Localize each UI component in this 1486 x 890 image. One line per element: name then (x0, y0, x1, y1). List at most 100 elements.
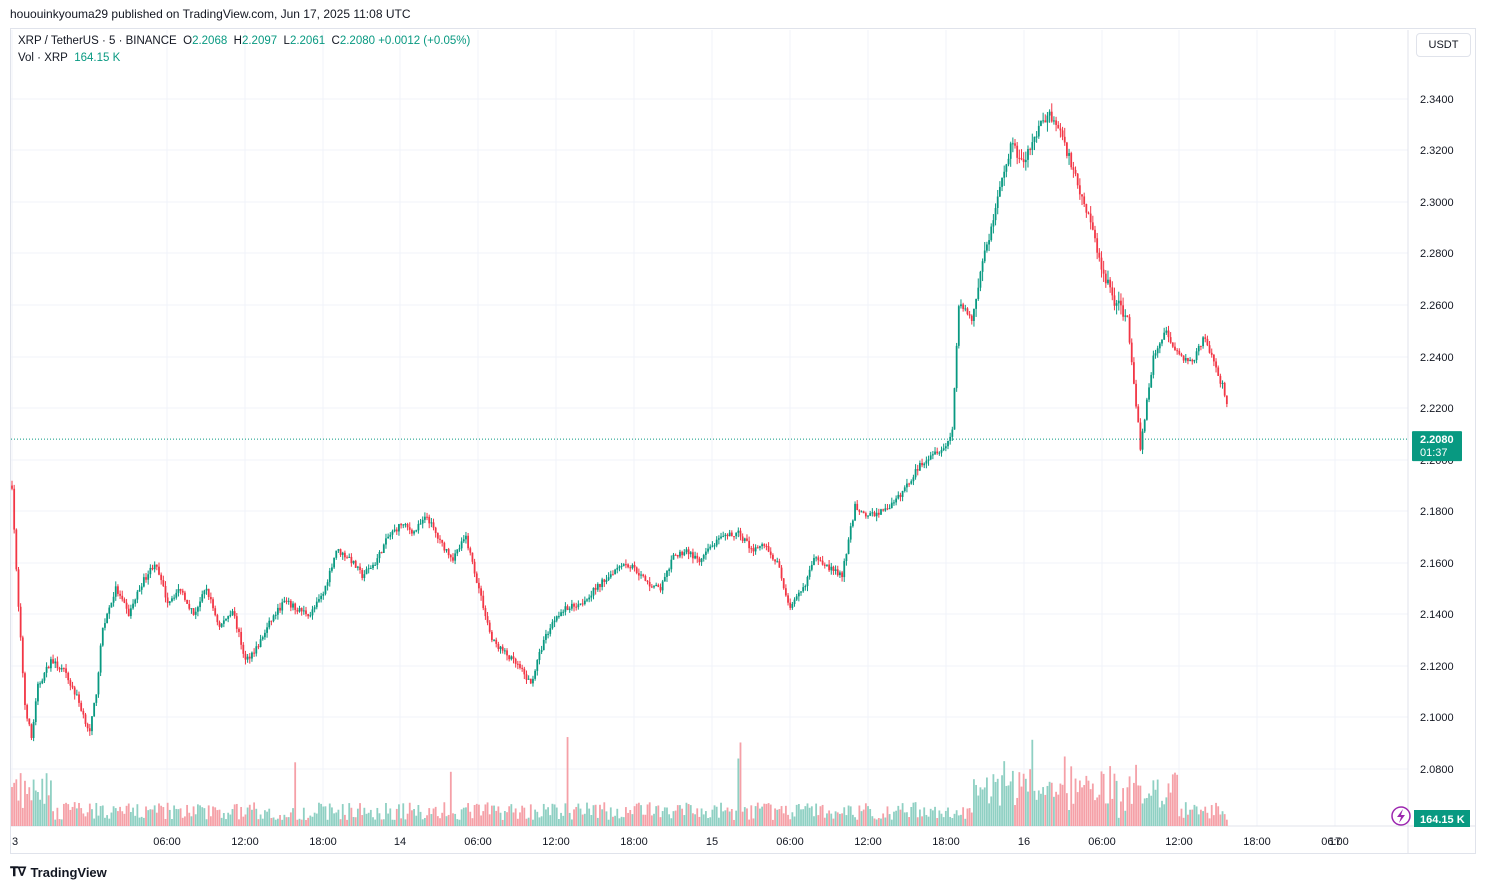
volume-bar (1208, 818, 1211, 826)
candle-body (806, 576, 809, 587)
volume-bar (743, 807, 746, 826)
candle-body (402, 524, 405, 526)
time-tick-label: 14 (394, 836, 406, 848)
candle-body (1048, 111, 1051, 116)
volume-bar (968, 808, 971, 826)
candle-body (728, 532, 731, 537)
candle-body (499, 646, 502, 650)
candle-body (629, 567, 632, 569)
candle-body (406, 524, 409, 528)
close-label: C (331, 35, 340, 47)
volume-bar (242, 816, 245, 826)
volume-bar (333, 813, 335, 826)
volume-bar (1115, 780, 1118, 826)
candle-body (1003, 171, 1006, 178)
volume-bar (934, 806, 936, 826)
volume-bar (1219, 814, 1222, 826)
volume-bar (815, 803, 818, 826)
symbol-name[interactable]: XRP / TetherUS · 5 · BINANCE (18, 35, 177, 47)
candle-body (635, 567, 638, 574)
candle-body (659, 587, 662, 591)
volume-bar (1161, 800, 1163, 826)
volume-bar (227, 812, 230, 826)
volume-bar (104, 817, 106, 826)
volume-bar (240, 806, 243, 826)
tradingview-brand[interactable]: 𝐓∇ TradingView (10, 864, 107, 880)
candle-body (869, 513, 872, 516)
candle-body (655, 584, 658, 587)
candle-body (119, 593, 121, 596)
candle-body (1143, 419, 1146, 432)
volume-bar (350, 807, 353, 826)
candle-body (542, 639, 545, 651)
volume-bar (694, 814, 696, 826)
candle-body (772, 554, 774, 560)
volume-bar (179, 808, 182, 826)
candle-body (503, 650, 506, 652)
candle-body (1163, 332, 1166, 340)
volume-bar (802, 809, 805, 826)
candle-body (1027, 149, 1029, 160)
candle-body (683, 552, 686, 556)
candle-body (929, 455, 932, 460)
volume-bar (1107, 803, 1109, 826)
candle-body (372, 564, 374, 569)
candle-body (990, 226, 993, 241)
volume-bar (711, 809, 714, 826)
candle-body (919, 462, 921, 471)
candle-body (123, 599, 126, 603)
candle-body (292, 603, 294, 608)
volume-bar (309, 815, 312, 826)
candle-body (207, 588, 210, 598)
candle-body (685, 549, 688, 553)
volume-bar (525, 818, 528, 826)
candle-body (190, 608, 193, 610)
volume-bar (895, 810, 898, 826)
candle-body (495, 639, 498, 644)
volume-bar (752, 818, 755, 826)
volume-bar (601, 809, 604, 826)
symbol-legend[interactable]: XRP / TetherUS · 5 · BINANCE O2.2068 H2.… (18, 35, 470, 47)
candle-body (415, 530, 418, 532)
volume-legend[interactable]: Vol · XRP 164.15 K (18, 52, 120, 64)
volume-bar (475, 803, 478, 826)
candle-body (663, 576, 666, 582)
candle-body (482, 595, 485, 609)
volume-bar (1210, 805, 1213, 826)
candle-body (815, 557, 818, 559)
candle-body (1158, 343, 1161, 349)
candle-body (411, 529, 413, 534)
candle-body (1122, 305, 1124, 317)
candle-body (443, 542, 446, 551)
volume-bar (497, 806, 500, 826)
candle-body (951, 429, 954, 437)
volume-bar (739, 742, 742, 826)
candle-body (676, 555, 679, 557)
volume-bar (966, 808, 969, 826)
volume-bar (696, 808, 699, 826)
volume-bar (940, 813, 943, 826)
candle-body (871, 512, 874, 514)
volume-bar (899, 809, 902, 826)
candle-body (365, 569, 368, 575)
last-volume-text: 164.15 K (1420, 814, 1465, 826)
candle-body (1087, 212, 1090, 214)
candle-body (209, 597, 212, 600)
volume-bar (73, 802, 76, 826)
candle-body (994, 207, 997, 221)
volume-bar (864, 803, 867, 826)
candle-body (1178, 350, 1181, 355)
volume-bar (359, 803, 361, 826)
lightning-icon[interactable] (1391, 806, 1411, 826)
volume-bar (495, 810, 498, 826)
currency-button[interactable]: USDT (1416, 33, 1471, 57)
volume-bar (722, 811, 725, 826)
countdown-text: 01:37 (1420, 447, 1448, 459)
time-axis[interactable]: 3 06:00 12:00 18:00 14 06:00 12:00 18:00 15 06:00… (12, 836, 1349, 848)
candle-body (793, 599, 796, 605)
volume-bar (343, 814, 346, 826)
volume-bar (1074, 778, 1077, 826)
volume-bar (220, 817, 223, 826)
candle-body (201, 594, 204, 602)
